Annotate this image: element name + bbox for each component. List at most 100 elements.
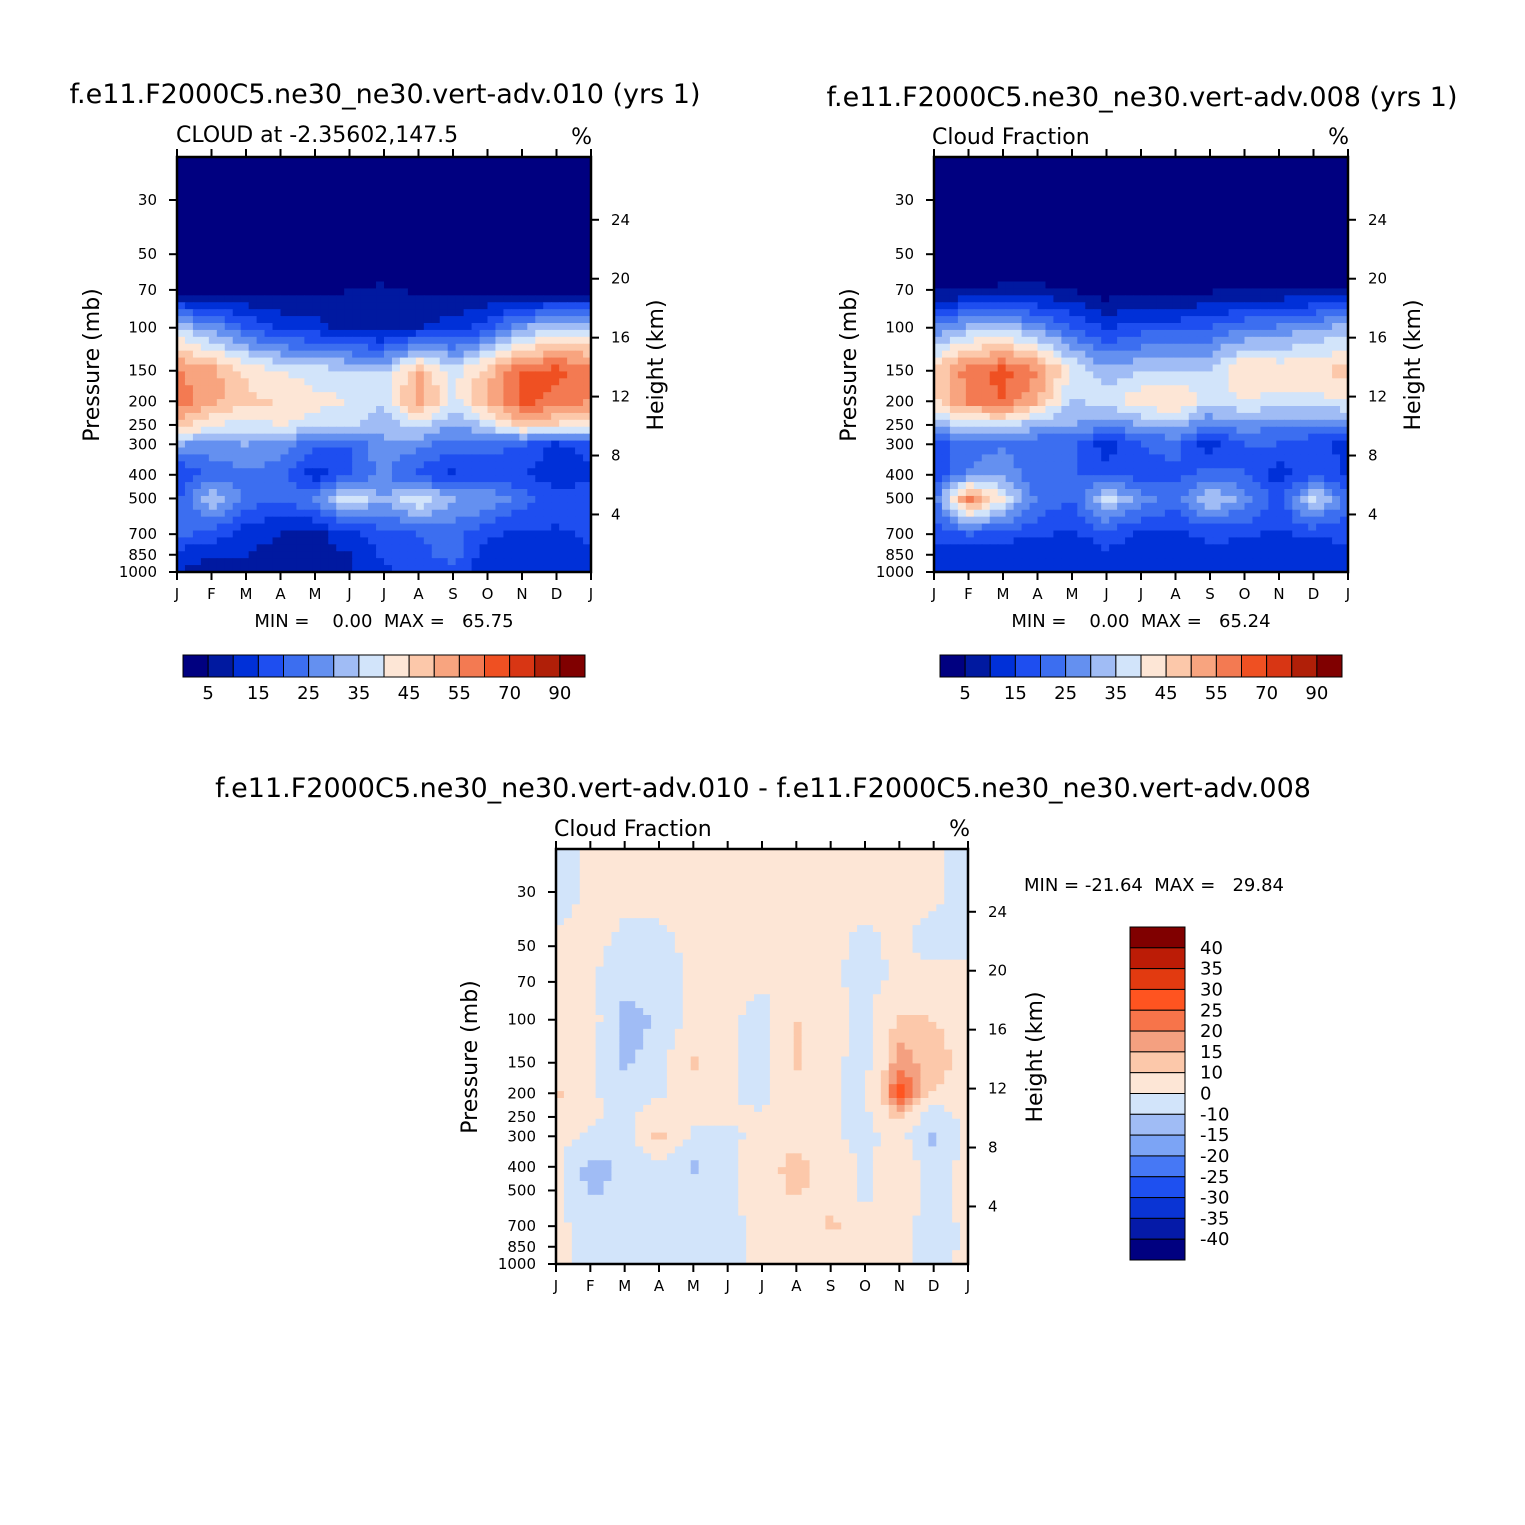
p1-field-cell — [567, 419, 576, 428]
p2-field-cell — [1093, 240, 1102, 248]
p1-field-cell — [304, 502, 313, 511]
p2-field-cell — [997, 267, 1007, 276]
p2-field-cell — [1109, 246, 1118, 255]
p2-field-cell — [1045, 184, 1055, 193]
p2-field-cell — [1268, 226, 1277, 234]
p1-field-cell — [535, 544, 544, 552]
p1-field-cell — [296, 157, 305, 165]
p2-field-cell — [1228, 240, 1238, 248]
p1-field-cell — [543, 253, 552, 262]
p1-field-cell — [455, 198, 465, 207]
p1-field-cell — [352, 240, 361, 248]
p1-field-cell — [288, 426, 298, 435]
p1-field-cell — [399, 253, 409, 262]
p1-field-cell — [495, 461, 505, 469]
p1-field-cell — [543, 198, 552, 207]
p1-field-cell — [360, 336, 369, 345]
p1-field-cell — [559, 233, 568, 241]
p1-field-cell — [431, 336, 441, 345]
p1-field-cell — [208, 399, 218, 407]
p1-field-cell — [184, 537, 194, 545]
p1-field-cell — [256, 516, 266, 525]
p1-field-cell — [487, 157, 497, 165]
p2-field-cell — [1204, 198, 1214, 207]
p1-field-cell — [368, 419, 377, 428]
p2-field-cell — [1148, 378, 1158, 386]
p1-field-cell — [495, 184, 505, 193]
p1-field-cell — [360, 440, 369, 449]
p1-field-cell — [535, 240, 544, 248]
p1-field-cell — [511, 295, 520, 303]
p1-field-cell — [200, 412, 210, 421]
p1-field-cell — [439, 364, 449, 373]
p2-field-cell — [1061, 191, 1070, 200]
p1-field-cell — [399, 198, 409, 207]
p1-field-cell — [543, 260, 552, 269]
p2-field-cell — [1316, 336, 1325, 345]
p1-field-cell — [280, 565, 290, 573]
p2-field-cell — [1236, 157, 1246, 165]
p1-field-cell — [256, 205, 266, 213]
p1-field-cell — [479, 309, 489, 317]
p2-field-cell — [1268, 371, 1277, 379]
p1-field-cell — [407, 309, 417, 317]
p1-field-cell — [224, 205, 234, 213]
p2-field-cell — [981, 281, 991, 290]
p1-field-cell — [535, 329, 544, 338]
p1-field-cell — [471, 482, 481, 490]
p1-field-cell — [384, 516, 393, 525]
p2-field-cell — [957, 329, 967, 338]
p2-field-cell — [1276, 302, 1285, 310]
p1-field-cell — [288, 198, 298, 207]
p1-field-cell — [384, 357, 393, 366]
p2-field-cell — [981, 157, 991, 165]
p1-field-cell — [280, 350, 290, 359]
p1-field-cell — [439, 212, 449, 220]
p2-field-cell — [1340, 371, 1349, 379]
p2-field-cell — [989, 240, 999, 248]
p2-field-cell — [949, 385, 959, 393]
p1-field-cell — [288, 357, 298, 366]
p2-field-cell — [1316, 350, 1325, 359]
p1-field-cell — [407, 157, 417, 165]
p2-field-cell — [1133, 184, 1142, 193]
p1-field-cell — [264, 419, 274, 428]
p2-field-cell — [1029, 371, 1039, 379]
p1-field-cell — [551, 267, 560, 276]
p1-field-cell — [368, 565, 377, 573]
p2-field-cell — [997, 357, 1007, 366]
p1-field-cell — [184, 274, 194, 283]
p1-field-cell — [216, 267, 226, 276]
p2-field-cell — [1180, 170, 1190, 179]
p1-field-cell — [399, 219, 409, 227]
p1-field-cell — [328, 558, 337, 566]
p2-field-cell — [1117, 219, 1126, 227]
p1-field-cell — [511, 516, 520, 525]
p1-field-cell — [551, 260, 560, 269]
p2-field-cell — [989, 295, 999, 303]
p2-field-cell — [981, 350, 991, 359]
p1-field-cell — [192, 399, 202, 407]
p1-field-cell — [368, 281, 377, 290]
p1-field-cell — [415, 447, 425, 456]
p1-field-cell — [567, 509, 576, 518]
p1-field-cell — [567, 565, 576, 573]
p1-field-cell — [527, 371, 536, 379]
p1-field-cell — [439, 406, 449, 414]
p2-field-cell — [1220, 336, 1230, 345]
p1-field-cell — [471, 489, 481, 497]
p1-field-cell — [559, 323, 568, 331]
p1-field-cell — [232, 226, 242, 234]
p1-field-cell — [248, 475, 258, 483]
p1-field-cell — [312, 302, 321, 310]
p1-field-cell — [248, 378, 258, 386]
p2-field-cell — [1029, 260, 1039, 269]
p2-field-cell — [1148, 260, 1158, 269]
p2-field-cell — [1077, 357, 1086, 366]
p1-field-cell — [208, 309, 218, 317]
p1-field-cell — [575, 246, 584, 255]
p2-field-cell — [1300, 198, 1309, 207]
p1-field-cell — [256, 447, 266, 456]
p1-field-cell — [256, 329, 266, 338]
p1-field-cell — [471, 399, 481, 407]
